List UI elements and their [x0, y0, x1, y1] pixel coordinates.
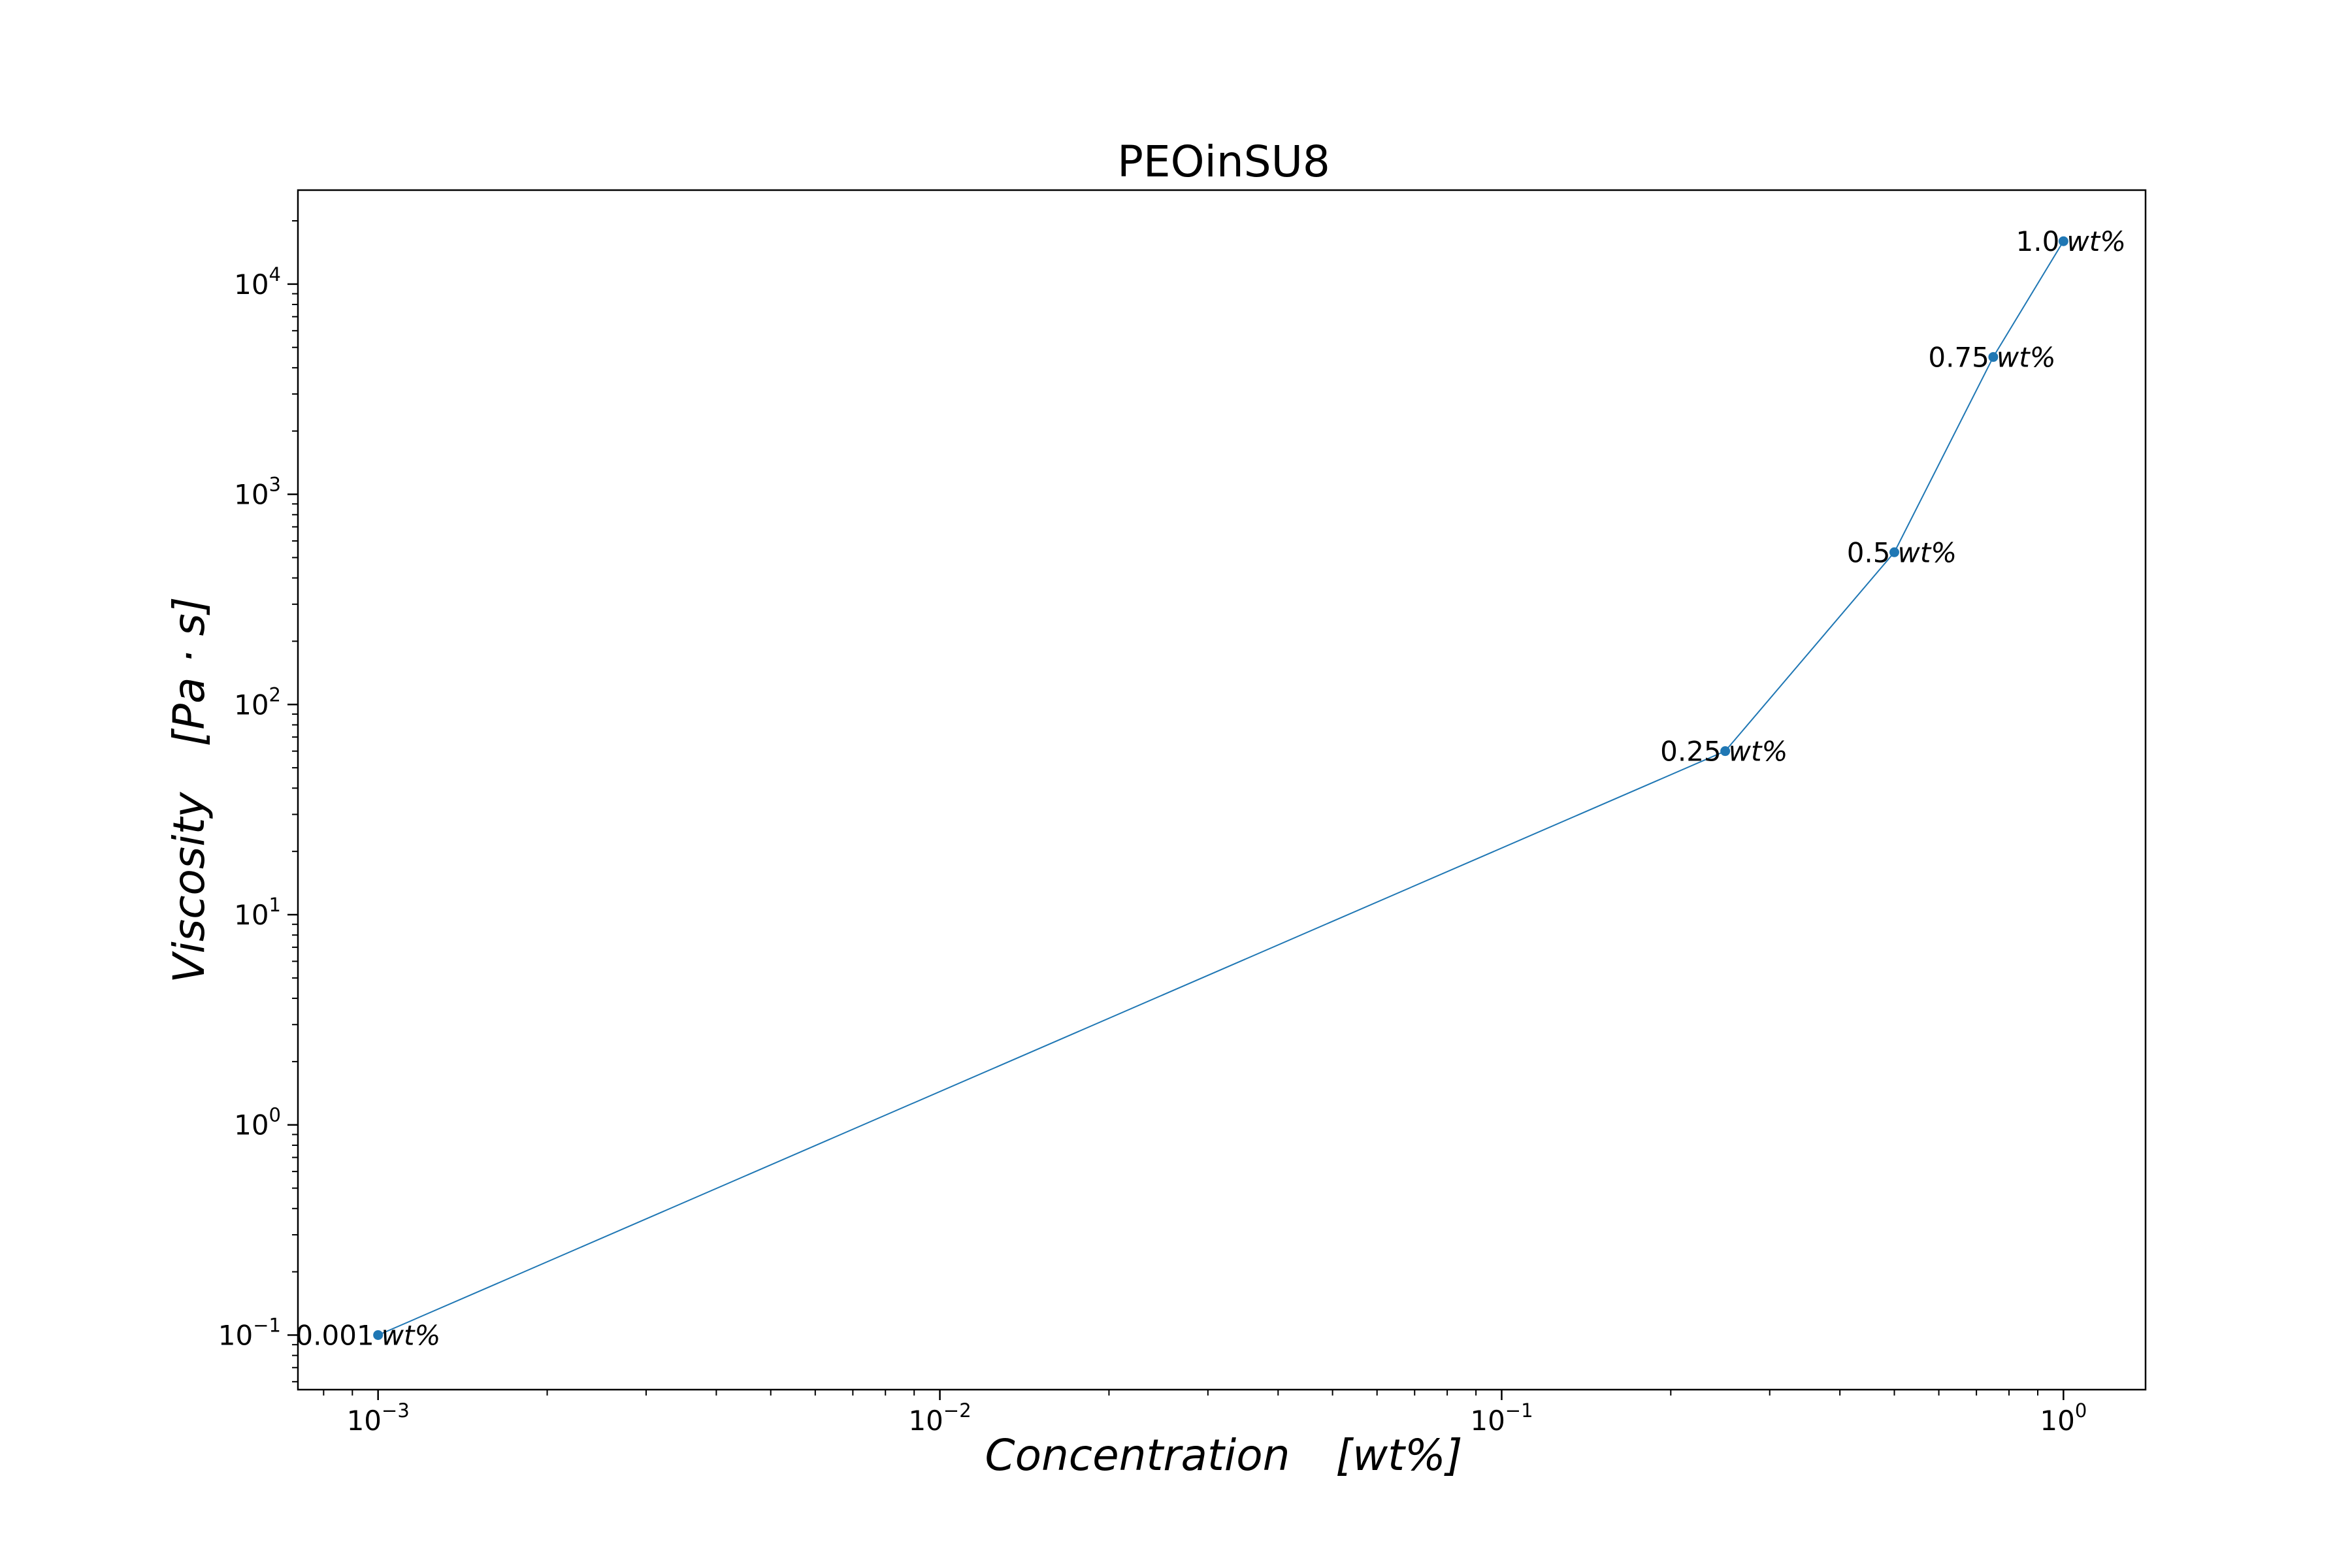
- data-label-value: 1.0: [2016, 225, 2060, 257]
- x-axis-label-name: Concentration: [985, 1430, 1290, 1480]
- x-axis-ticks: 10−3 10−2 10−1 100: [323, 1390, 2087, 1437]
- y-tick-exponent: 4: [269, 263, 281, 286]
- data-label-value: 0.5: [1847, 536, 1891, 568]
- y-tick-base: 10: [234, 479, 269, 511]
- y-tick-label: 104: [234, 263, 281, 301]
- data-label-unit: wt%: [1997, 341, 2056, 373]
- y-tick-exponent: 3: [269, 474, 281, 496]
- y-tick-exponent: −1: [253, 1314, 281, 1336]
- y-tick-exponent: 1: [269, 894, 281, 916]
- x-tick-exponent: −2: [943, 1399, 972, 1422]
- x-axis-label-unit: [wt%]: [1335, 1430, 1462, 1480]
- y-tick-exponent: 0: [269, 1104, 281, 1126]
- data-label: 0.5 wt%: [1847, 536, 1957, 568]
- x-tick-base: 10: [1470, 1405, 1505, 1437]
- chart-title: PEOinSU8: [1117, 137, 1330, 187]
- x-tick-base: 10: [347, 1405, 382, 1437]
- data-label-value: 0.001: [295, 1319, 374, 1351]
- y-tick-base: 10: [234, 269, 269, 301]
- y-tick-label: 10−1: [218, 1314, 281, 1351]
- x-tick-exponent: −3: [382, 1399, 410, 1422]
- data-label-unit: wt%: [382, 1319, 441, 1351]
- data-label: 0.001 wt%: [295, 1319, 440, 1351]
- data-label: 0.25 wt%: [1660, 736, 1788, 768]
- y-tick-label: 102: [234, 683, 281, 721]
- x-tick-exponent: 0: [2075, 1399, 2087, 1422]
- y-axis-label-name: Viscosity: [164, 792, 214, 983]
- y-tick-label: 101: [234, 894, 281, 931]
- y-axis-label: Viscosity [Pa · s]: [164, 596, 214, 983]
- data-label-unit: wt%: [2066, 225, 2126, 257]
- x-tick-base: 10: [2040, 1405, 2074, 1437]
- data-point: [373, 1330, 384, 1340]
- y-tick-base: 10: [218, 1319, 253, 1351]
- data-label-value: 0.75: [1928, 341, 1989, 373]
- y-tick-base: 10: [234, 689, 269, 721]
- data-point: [2058, 236, 2068, 246]
- y-axis-label-unit: [Pa · s]: [164, 596, 214, 746]
- y-tick-exponent: 2: [269, 683, 281, 706]
- data-label-unit: wt%: [1897, 536, 1957, 568]
- x-tick-base: 10: [908, 1405, 943, 1437]
- x-tick-label: 10−3: [347, 1399, 410, 1437]
- x-tick-label: 10−2: [908, 1399, 971, 1437]
- plot-content: 0.001 wt%0.25 wt%0.5 wt%0.75 wt%1.0 wt%: [295, 225, 2126, 1351]
- data-label-unit: wt%: [1729, 736, 1788, 768]
- data-point: [1720, 746, 1731, 757]
- y-tick-base: 10: [234, 899, 269, 931]
- data-label: 0.75 wt%: [1928, 341, 2055, 373]
- data-point: [1988, 351, 1999, 362]
- plot-frame: [297, 189, 2147, 1391]
- y-tick-base: 10: [234, 1109, 269, 1141]
- data-label-value: 0.25: [1660, 736, 1722, 768]
- x-tick-label: 100: [2040, 1399, 2087, 1437]
- data-label: 1.0 wt%: [2016, 225, 2127, 257]
- x-tick-exponent: −1: [1505, 1399, 1533, 1422]
- x-axis-label: Concentration [wt%]: [985, 1430, 1463, 1480]
- y-tick-label: 103: [234, 474, 281, 511]
- y-tick-label: 100: [234, 1104, 281, 1141]
- data-point: [1889, 547, 1899, 557]
- x-tick-label: 10−1: [1470, 1399, 1533, 1437]
